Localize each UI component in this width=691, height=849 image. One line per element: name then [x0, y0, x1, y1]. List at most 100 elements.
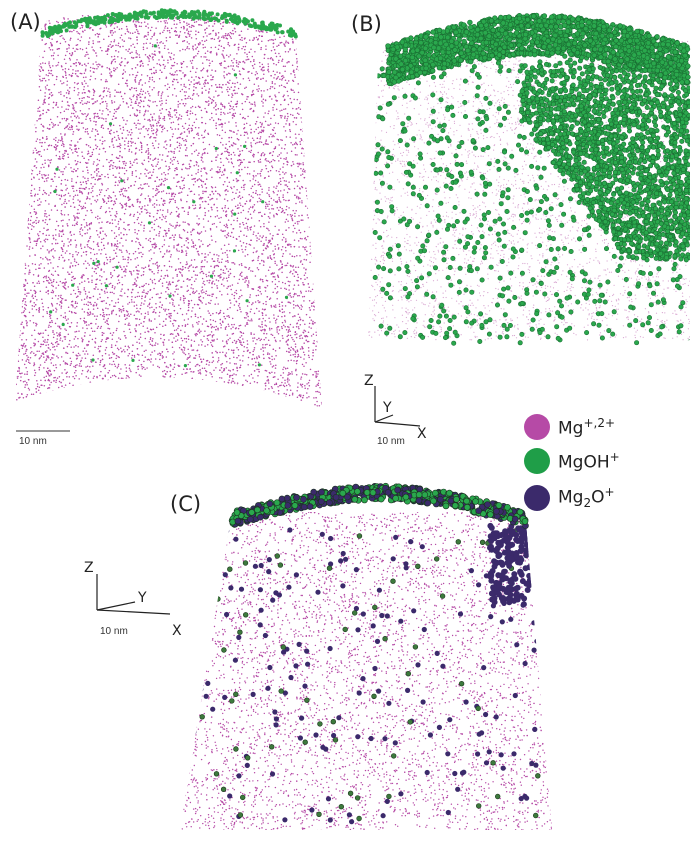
mg-ion-dot	[284, 382, 286, 384]
mg-ion-dot	[240, 263, 243, 265]
mg-ion-dot	[128, 253, 131, 255]
mg-ion-dot	[321, 134, 322, 136]
mg-ion-dot	[310, 94, 312, 96]
mg-ion-dot	[289, 373, 292, 375]
mg-ion-dot	[180, 383, 183, 385]
mg-ion-dot	[62, 75, 64, 78]
mg-ion-dot	[20, 293, 22, 295]
mg-ion-dot	[216, 338, 218, 340]
mg-ion-dot	[135, 304, 138, 306]
mg-ion-dot	[325, 363, 327, 365]
mg-ion-dot	[114, 165, 117, 168]
mg-ion-dot	[204, 29, 206, 31]
mg-ion-dot	[96, 298, 99, 300]
mg-ion-dot	[135, 50, 138, 52]
mg-ion-dot	[177, 119, 179, 121]
mg-ion-dot	[26, 214, 28, 216]
mg-ion-dot	[58, 169, 61, 171]
mg-ion-dot	[213, 38, 216, 40]
mg-ion-dot	[77, 352, 80, 355]
mg-ion-dot	[243, 186, 245, 188]
mg-ion-dot	[98, 33, 101, 35]
mg-ion-dot	[136, 233, 139, 235]
mg-ion-dot	[44, 95, 46, 98]
mg-ion-dot	[31, 135, 34, 138]
mg-ion-dot	[135, 95, 138, 98]
mg-ion-dot	[202, 282, 204, 285]
mg-ion-dot	[66, 179, 69, 182]
mg-ion-dot	[142, 100, 145, 102]
mg-ion-dot	[207, 220, 210, 222]
mg-ion-dot	[131, 204, 134, 206]
mg-ion-dot	[268, 239, 270, 242]
mg-ion-dot	[172, 368, 174, 370]
mg-ion-dot	[140, 313, 143, 315]
mg-ion-dot	[84, 357, 87, 359]
mg-ion-dot	[252, 251, 255, 254]
mg-ion-dot	[261, 40, 263, 42]
mg-ion-dot	[310, 76, 312, 79]
mg-ion-dot	[314, 171, 316, 173]
mg-ion-dot	[250, 318, 253, 320]
mg-ion-dot	[198, 81, 200, 83]
mg-ion-dot	[15, 147, 17, 150]
mg-ion-dot	[253, 397, 256, 399]
mg-ion-dot	[271, 98, 273, 100]
mg-ion-dot	[240, 289, 242, 291]
mg-ion-dot	[306, 170, 309, 173]
mg-ion-dot	[143, 183, 145, 186]
mg-ion-dot	[297, 165, 299, 168]
mg-ion-dot	[279, 36, 281, 39]
mg-ion-dot	[36, 298, 38, 301]
mg-ion-dot	[52, 389, 54, 392]
mg-ion-dot	[240, 159, 242, 162]
mg-ion-dot	[258, 356, 261, 358]
mg-ion-dot	[242, 78, 245, 80]
mg-ion-dot	[286, 20, 288, 23]
mg-ion-dot	[197, 50, 200, 53]
mg-ion-dot	[117, 363, 120, 366]
mg-ion-dot	[67, 104, 69, 107]
mg-ion-dot	[201, 260, 203, 262]
mg-ion-dot	[142, 253, 144, 256]
mg-ion-dot	[23, 247, 26, 249]
mg-ion-dot	[75, 189, 78, 192]
mg-ion-dot	[265, 48, 267, 50]
mg-ion-dot	[308, 350, 310, 352]
mg-ion-dot	[211, 209, 213, 211]
mg-ion-dot	[35, 89, 37, 91]
mg-ion-dot	[168, 192, 170, 195]
mg-ion-dot	[202, 243, 204, 246]
mg-ion-dot	[316, 128, 318, 130]
mg-ion-dot	[220, 377, 223, 379]
mg-ion-dot	[45, 19, 48, 22]
mg-ion-dot	[204, 147, 206, 150]
mg-ion-dot	[312, 23, 315, 25]
mg-ion-dot	[123, 270, 125, 273]
mg-ion-dot	[271, 135, 273, 138]
mg-ion-dot	[211, 390, 214, 392]
mg-ion-dot	[213, 23, 216, 25]
mg-ion-dot	[235, 245, 237, 247]
mg-ion-dot	[21, 228, 23, 230]
mg-ion-dot	[176, 392, 178, 394]
mg-ion-dot	[329, 78, 331, 80]
mg-ion-dot	[192, 241, 194, 243]
mg-ion-dot	[317, 299, 319, 302]
mg-ion-dot	[135, 311, 138, 313]
mg-ion-dot	[195, 20, 198, 23]
mg-ion-dot	[18, 198, 20, 200]
mg-ion-dot	[244, 248, 247, 251]
mg-ion-dot	[117, 91, 119, 94]
mg-ion-dot	[241, 275, 243, 277]
mg-ion-dot	[16, 293, 19, 296]
mg-ion-dot	[156, 212, 158, 215]
mg-ion-dot	[85, 82, 87, 85]
mg-ion-dot	[185, 261, 188, 263]
mg-ion-dot	[152, 408, 154, 410]
mg-ion-dot	[179, 297, 182, 299]
mg-ion-dot	[293, 255, 296, 258]
mg-ion-dot	[324, 163, 326, 165]
mg-ion-dot	[27, 164, 30, 167]
mg-ion-dot	[305, 171, 307, 174]
